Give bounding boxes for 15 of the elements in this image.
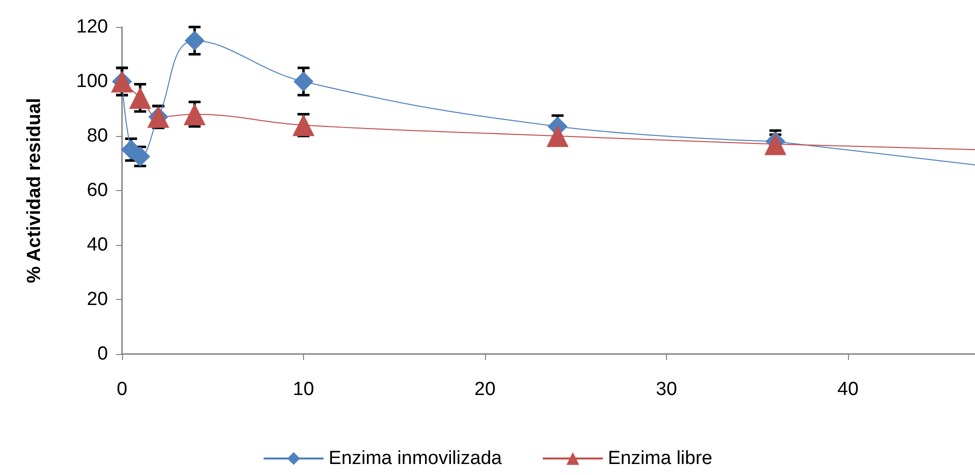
- y-axis-title: % Actividad residual: [24, 98, 45, 284]
- y-tick-label: 100: [76, 71, 108, 92]
- y-tick-label: 40: [86, 234, 108, 256]
- legend-label: Enzima inmovilizada: [328, 448, 502, 469]
- x-tick-label: 20: [474, 379, 496, 400]
- legend-label: Enzima libre: [608, 448, 712, 469]
- x-tick-label: 10: [292, 379, 314, 400]
- y-tick-label: 20: [86, 289, 108, 310]
- x-tick-label: 30: [656, 379, 678, 400]
- y-tick-label: 60: [86, 180, 108, 201]
- y-tick-label: 0: [97, 344, 108, 364]
- y-tick-label: 120: [76, 16, 108, 38]
- x-tick-label: 40: [837, 379, 859, 400]
- y-tick-label: 80: [86, 126, 108, 146]
- x-tick-label: 0: [116, 379, 128, 400]
